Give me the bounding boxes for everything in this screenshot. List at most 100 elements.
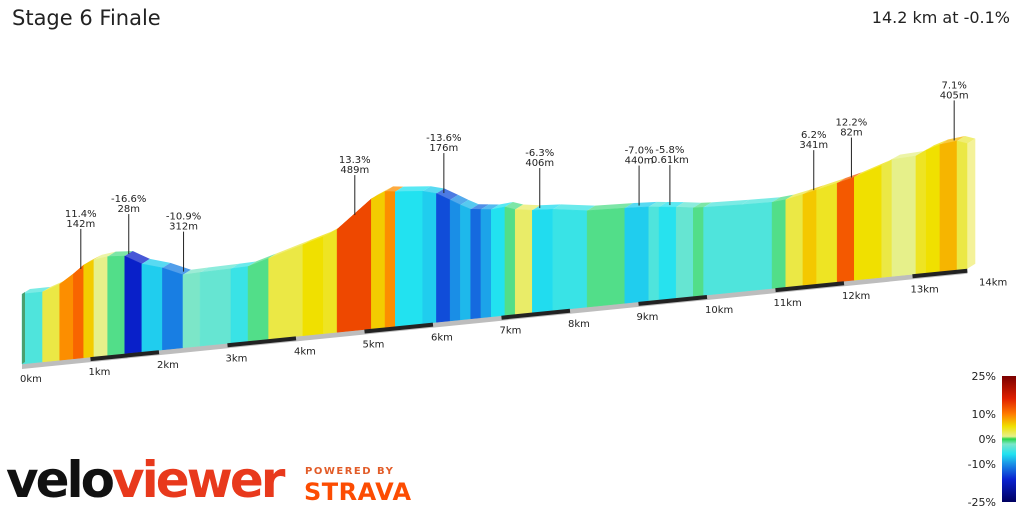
- segment-top-25: [470, 204, 489, 210]
- segment-10: [182, 272, 201, 349]
- page-title: Stage 6 Finale: [12, 6, 161, 30]
- legend-tick-label: -10%: [968, 458, 996, 471]
- x-tick-label: 1km: [89, 367, 111, 378]
- segment-top-28: [504, 201, 524, 210]
- distance-bar-3: [227, 336, 297, 348]
- segment-top-26: [480, 204, 500, 210]
- annotation-gradient: -16.6%: [111, 194, 146, 205]
- segment-19: [384, 191, 396, 328]
- segment-top-6: [107, 251, 133, 257]
- segment-38: [703, 204, 742, 296]
- annotation-gradient: -13.6%: [426, 133, 461, 144]
- annotation-length: 142m: [66, 219, 95, 230]
- segment-top-5: [93, 251, 116, 260]
- segment-46: [881, 159, 893, 278]
- annotation-length: 406m: [525, 158, 554, 169]
- annotation-gradient: 7.1%: [941, 80, 966, 91]
- distance-bar-13: [912, 268, 968, 279]
- profile-segments: [21, 136, 976, 365]
- segment-51: [956, 140, 968, 271]
- segment-top-24: [460, 199, 479, 210]
- segment-8: [141, 263, 163, 353]
- segment-47: [891, 155, 917, 277]
- x-tick-label: 7km: [500, 326, 522, 337]
- segment-28: [504, 206, 516, 316]
- segment-39: [741, 201, 773, 292]
- segment-top-47: [891, 150, 924, 160]
- segment-top-40: [772, 194, 794, 203]
- legend-tick-label: 0%: [979, 433, 996, 446]
- annotation-gradient: 12.2%: [836, 118, 868, 129]
- segment-9: [162, 267, 184, 351]
- segment-top-0: [22, 286, 51, 294]
- segment-top-49: [926, 139, 948, 151]
- climb-annotations: 11.4%142m -16.6%28m -10.9%312m 13.3%489m -13…: [65, 80, 969, 272]
- segment-24: [460, 204, 471, 321]
- start-cap: [22, 292, 25, 364]
- x-tick-label: 5km: [363, 340, 385, 351]
- x-tick-label: 12km: [842, 291, 870, 302]
- segment-top-22: [436, 188, 459, 200]
- segment-top-11: [200, 263, 239, 273]
- segment-top-12: [230, 261, 257, 269]
- segment-40: [771, 199, 787, 289]
- x-tick-label: 10km: [705, 305, 733, 316]
- segment-top-19: [385, 186, 404, 192]
- segment-top-38: [703, 199, 750, 208]
- segment-42: [802, 189, 817, 286]
- x-tick-label: 14km: [979, 277, 1007, 288]
- segment-23: [449, 199, 461, 322]
- segment-top-14: [268, 239, 311, 259]
- annotation-gradient: -7.0%: [625, 146, 654, 157]
- annotation-length: 489m: [340, 165, 369, 176]
- segment-top-13: [248, 253, 277, 267]
- segment-26: [480, 209, 492, 319]
- segment-45: [854, 165, 882, 281]
- gradient-legend: 25% 10% 0% -10% -25%: [968, 370, 1016, 509]
- segment-13: [247, 257, 269, 342]
- segment-top-8: [141, 258, 171, 268]
- segment-31: [552, 209, 588, 311]
- segment-49: [925, 144, 941, 274]
- segment-2: [59, 273, 74, 361]
- x-tick-label: 4km: [294, 346, 316, 357]
- segment-48: [915, 149, 927, 275]
- segment-top-45: [854, 160, 890, 178]
- end-cap: [967, 138, 976, 269]
- distance-bar-1: [90, 350, 160, 362]
- segment-top-44: [837, 172, 863, 184]
- annotation-gradient: -6.3%: [525, 148, 554, 159]
- logo-viewer: viewer: [112, 451, 285, 509]
- legend-tick-label: -25%: [968, 496, 996, 509]
- veloviewer-logo: veloviewer: [6, 450, 285, 510]
- segment-50: [939, 140, 958, 272]
- segment-20: [395, 190, 423, 327]
- segment-top-29: [515, 204, 541, 211]
- x-tick-label: 11km: [774, 298, 802, 309]
- annotation-gradient: -10.9%: [166, 212, 201, 223]
- segment-top-35: [659, 202, 685, 208]
- x-tick-label: 3km: [226, 353, 248, 364]
- annotation-length: 341m: [799, 140, 828, 151]
- segment-7: [124, 255, 143, 354]
- segment-6: [107, 255, 125, 356]
- segment-1: [42, 283, 60, 363]
- segment-top-10: [182, 267, 209, 275]
- segment-32: [586, 207, 626, 308]
- distance-bar-5: [364, 322, 434, 334]
- segment-top-51: [957, 136, 976, 144]
- segment-22: [436, 193, 451, 323]
- annotation-length: 0.61km: [651, 155, 689, 166]
- segment-37: [693, 207, 704, 297]
- annotation-length: 312m: [169, 222, 198, 233]
- segment-43: [816, 182, 838, 285]
- segment-25: [470, 208, 482, 320]
- segment-21: [422, 190, 437, 324]
- segment-41: [785, 194, 804, 288]
- logo-velo: velo: [6, 451, 115, 509]
- segment-0: [21, 291, 43, 365]
- segment-top-1: [42, 279, 68, 292]
- annotation-gradient: 13.3%: [339, 155, 371, 166]
- segment-top-50: [939, 136, 966, 145]
